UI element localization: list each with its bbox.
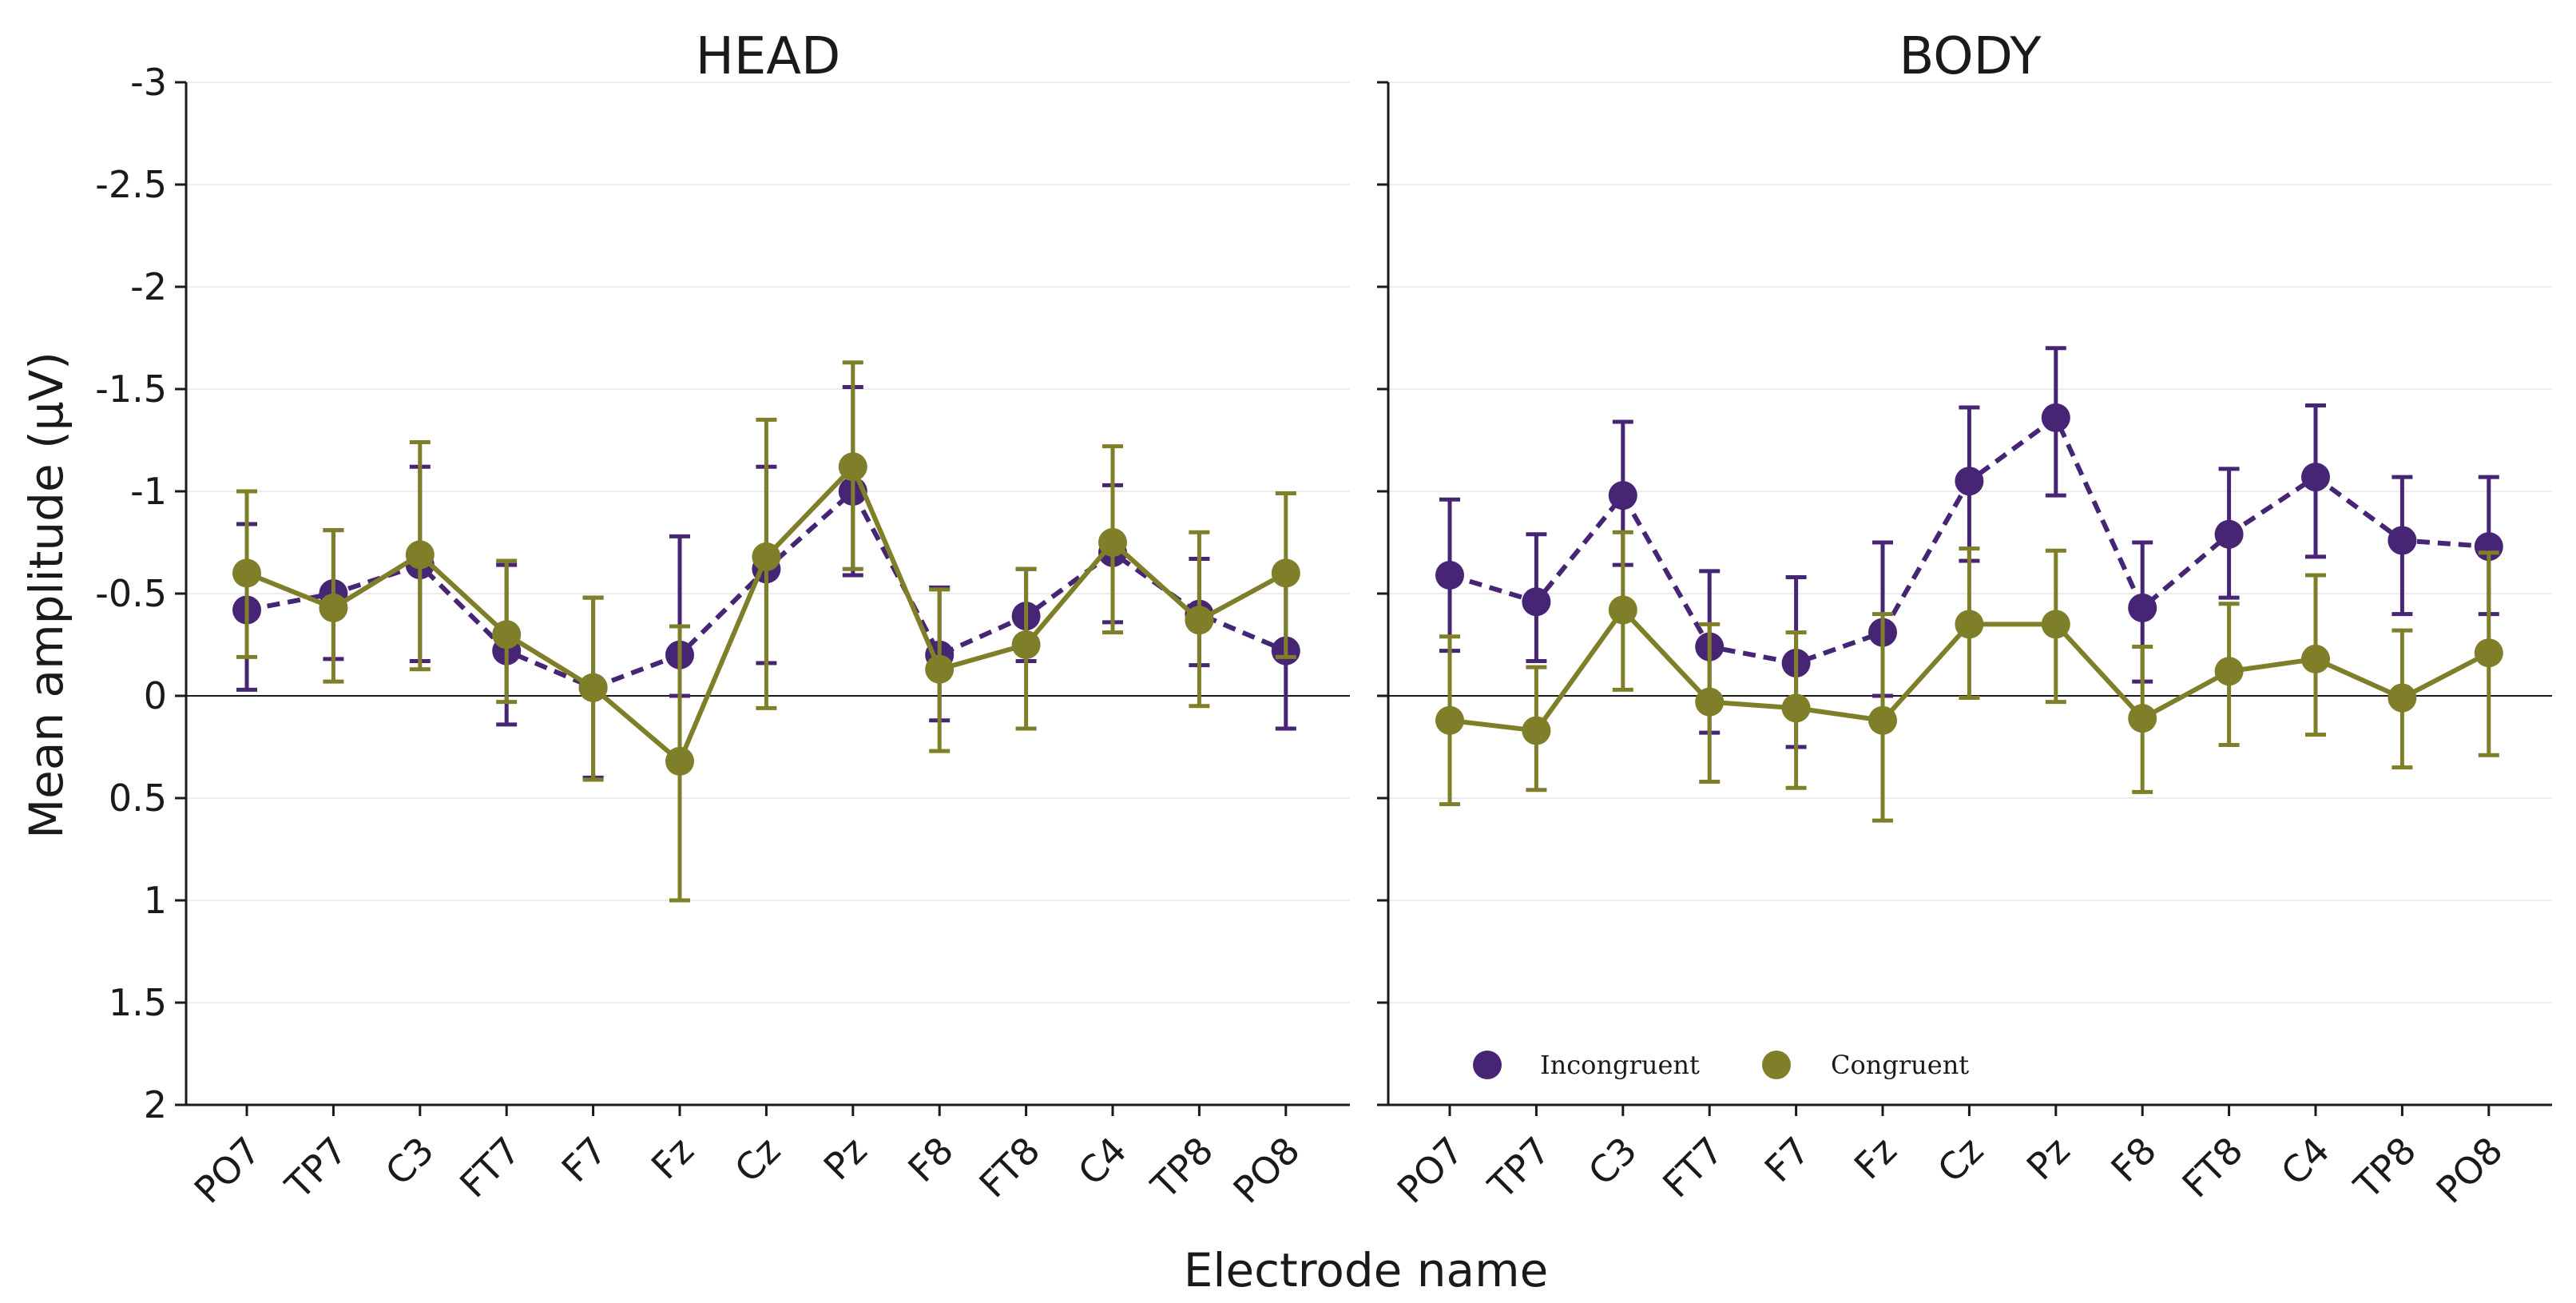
data-point xyxy=(1522,716,1551,745)
data-point xyxy=(2041,403,2070,432)
data-point xyxy=(2128,593,2157,622)
y-tick-label: 2 xyxy=(144,1083,167,1126)
x-tick-label: TP8 xyxy=(1142,1129,1221,1208)
data-point xyxy=(492,620,522,650)
y-axis-title: Mean amplitude (μV) xyxy=(19,352,73,839)
x-tick-label: FT7 xyxy=(1654,1129,1732,1206)
data-point xyxy=(2301,644,2330,673)
x-tick-label: TP8 xyxy=(2345,1129,2424,1208)
x-tick-label: PO7 xyxy=(186,1129,269,1212)
x-tick-label: TP7 xyxy=(276,1129,355,1208)
data-point xyxy=(1185,606,1214,635)
y-tick-label: -1 xyxy=(130,470,167,513)
data-point xyxy=(1435,705,1464,735)
data-point xyxy=(2214,657,2244,686)
data-point xyxy=(2301,463,2330,492)
x-tick-label: C4 xyxy=(1070,1129,1135,1194)
x-tick-label: Fz xyxy=(1846,1129,1905,1188)
x-tick-label: F8 xyxy=(2102,1129,2165,1191)
y-tick-label: -3 xyxy=(130,61,167,104)
data-point xyxy=(1608,481,1637,510)
series-congruent xyxy=(1435,530,2503,823)
x-tick-label: Fz xyxy=(643,1129,702,1188)
data-point xyxy=(838,452,867,482)
y-tick-label: 0 xyxy=(144,674,167,717)
y-tick-label: -2 xyxy=(130,265,167,308)
data-point xyxy=(1955,467,1984,496)
data-point xyxy=(232,558,261,588)
y-tick-label: -0.5 xyxy=(95,572,167,615)
x-tick-label: Cz xyxy=(1929,1129,1991,1191)
data-point xyxy=(1781,693,1811,723)
panel-head: -3 -2.5 -2 -1.5 -1 -0.5 0 0.5 1 1.5 2 PO7 TP7 C3 FT7 F7… xyxy=(95,27,1350,1212)
x-tick-label: PO8 xyxy=(2427,1129,2511,1212)
data-point xyxy=(319,593,348,622)
series-congruent xyxy=(232,360,1300,903)
x-tick-label: F7 xyxy=(1756,1129,1819,1191)
x-tick-label: C4 xyxy=(2272,1129,2338,1194)
x-tick-label: TP7 xyxy=(1479,1129,1558,1208)
data-point xyxy=(2387,526,2417,555)
legend-label: Incongruent xyxy=(1540,1050,1700,1080)
y-tick-label: 1.5 xyxy=(109,981,167,1024)
legend-marker xyxy=(1762,1051,1791,1079)
data-point xyxy=(752,542,781,571)
data-point xyxy=(405,540,435,570)
panel-body: PO7 TP7 C3 FT7 F7 Fz Cz Pz F8 FT8 C4 TP8 PO8 BODY xyxy=(1377,27,2552,1212)
data-point xyxy=(1011,630,1041,659)
x-tick-label: Cz xyxy=(726,1129,788,1191)
y-tick-label: -1.5 xyxy=(95,367,167,411)
data-point xyxy=(1435,560,1464,590)
legend-item-congruent: Congruent xyxy=(1762,1050,1969,1080)
legend-marker xyxy=(1473,1051,1502,1079)
x-tick-label: C3 xyxy=(1580,1129,1645,1194)
data-point xyxy=(578,673,608,702)
x-tick-label: PO8 xyxy=(1224,1129,1308,1212)
panel-title: BODY xyxy=(1899,27,2042,86)
legend: Incongruent Congruent xyxy=(1473,1050,1969,1080)
data-point xyxy=(1271,558,1300,588)
x-axis-title: Electrode name xyxy=(1184,1243,1549,1297)
x-tick-label: Pz xyxy=(816,1129,875,1189)
data-point xyxy=(2214,519,2244,549)
data-point xyxy=(2387,683,2417,713)
data-point xyxy=(665,746,694,776)
data-point xyxy=(1955,610,1984,639)
data-point xyxy=(2041,610,2070,639)
y-tick-label: 1 xyxy=(144,879,167,922)
data-point xyxy=(925,654,955,684)
data-point xyxy=(2474,638,2503,668)
x-tick-label: PO7 xyxy=(1389,1129,1472,1212)
x-tick-label: C3 xyxy=(377,1129,443,1194)
y-tick-label: -2.5 xyxy=(95,163,167,206)
panel-title: HEAD xyxy=(696,27,841,86)
x-tick-label: FT7 xyxy=(451,1129,529,1206)
data-point xyxy=(2128,704,2157,733)
x-tick-label: FT8 xyxy=(970,1129,1048,1206)
legend-label: Congruent xyxy=(1831,1050,1969,1080)
data-point xyxy=(1868,705,1897,735)
y-tick-label: 0.5 xyxy=(109,777,167,820)
legend-item-incongruent: Incongruent xyxy=(1473,1050,1700,1080)
data-point xyxy=(1608,595,1637,625)
x-tick-label: F8 xyxy=(899,1129,962,1191)
data-point xyxy=(1695,687,1725,717)
x-tick-label: FT8 xyxy=(2173,1129,2251,1206)
data-point xyxy=(1522,587,1551,617)
data-point xyxy=(1098,528,1127,557)
x-tick-label: Pz xyxy=(2018,1129,2078,1189)
x-tick-label: F7 xyxy=(554,1129,616,1191)
